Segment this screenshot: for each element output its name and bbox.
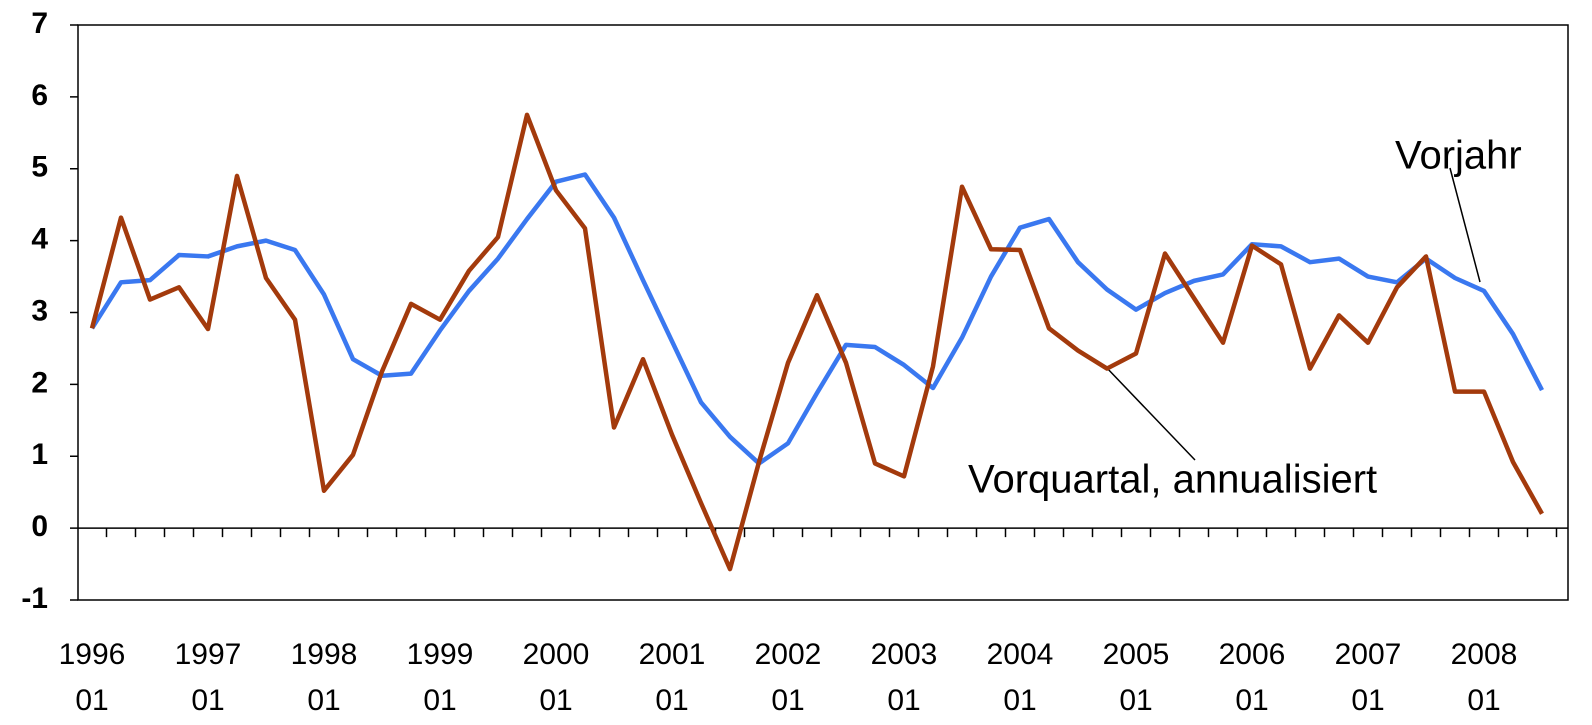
x-tick-label: 1999 xyxy=(407,638,474,671)
y-tick-label: 2 xyxy=(31,366,48,399)
x-tick-label: 01 xyxy=(655,684,688,717)
x-tick-label: 01 xyxy=(423,684,456,717)
x-tick-label: 01 xyxy=(539,684,572,717)
y-tick-label: 0 xyxy=(31,510,48,543)
x-tick-label: 01 xyxy=(1003,684,1036,717)
x-tick-label: 2004 xyxy=(987,638,1054,671)
x-tick-label: 01 xyxy=(887,684,920,717)
x-tick-label: 2006 xyxy=(1219,638,1286,671)
x-tick-label: 01 xyxy=(191,684,224,717)
x-tick-label: 2008 xyxy=(1451,638,1518,671)
y-tick-label: 4 xyxy=(31,223,48,256)
y-tick-label: 6 xyxy=(31,79,48,112)
series-line xyxy=(90,172,1544,466)
y-tick-label: 5 xyxy=(31,151,48,184)
x-tick-label: 01 xyxy=(1119,684,1152,717)
x-tick-label: 01 xyxy=(771,684,804,717)
y-tick-label: 3 xyxy=(31,294,48,327)
y-tick-label: 1 xyxy=(31,438,48,471)
x-tick-label: 2007 xyxy=(1335,638,1402,671)
x-tick-label: 2003 xyxy=(871,638,938,671)
x-tick-label: 2002 xyxy=(755,638,822,671)
x-tick-label: 01 xyxy=(307,684,340,717)
x-tick-label: 01 xyxy=(1467,684,1500,717)
x-tick-label: 01 xyxy=(1235,684,1268,717)
leader-line xyxy=(1104,365,1196,461)
x-tick-label: 2001 xyxy=(639,638,706,671)
x-tick-label: 01 xyxy=(1351,684,1384,717)
x-tick-label: 1996 xyxy=(59,638,126,671)
x-tick-label: 1998 xyxy=(291,638,358,671)
series-line xyxy=(89,112,1544,572)
y-tick-label: -1 xyxy=(21,582,48,615)
series-label: Vorjahr xyxy=(1395,134,1522,178)
x-tick-label: 2000 xyxy=(523,638,590,671)
series-label: Vorquartal, annualisiert xyxy=(968,458,1377,502)
y-tick-label: 7 xyxy=(31,7,48,40)
leader-line xyxy=(1449,167,1481,283)
x-tick-label: 2005 xyxy=(1103,638,1170,671)
x-tick-label: 1997 xyxy=(175,638,242,671)
x-tick-label: 01 xyxy=(75,684,108,717)
